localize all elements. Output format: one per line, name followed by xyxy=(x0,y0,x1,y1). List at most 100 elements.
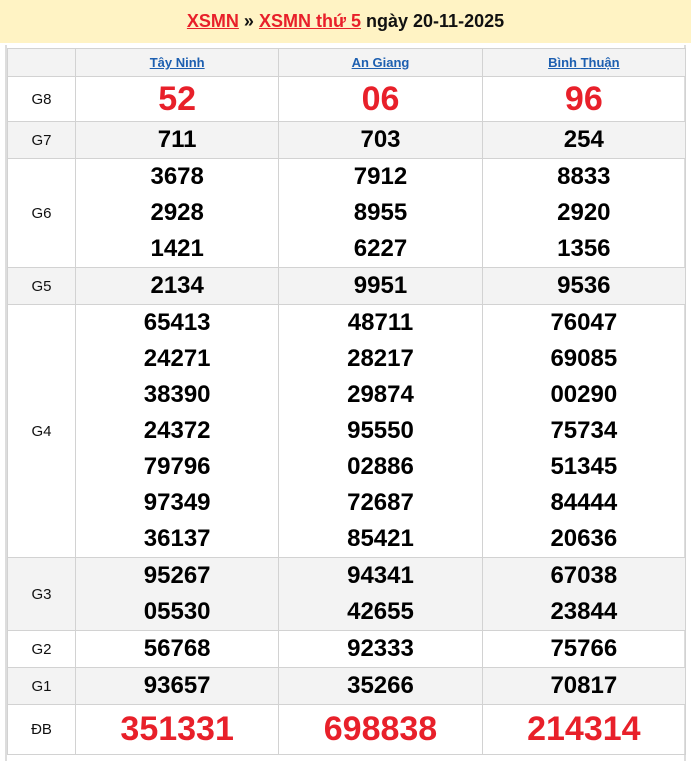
result-cell: 70817 xyxy=(481,667,687,705)
result-number: 92333 xyxy=(347,635,414,662)
result-number: 711 xyxy=(157,126,197,153)
result-number: 29874 xyxy=(347,381,414,408)
result-number: 3678 xyxy=(150,163,204,190)
result-number: 20636 xyxy=(550,525,618,552)
result-number: 351331 xyxy=(120,710,234,748)
result-number: 75766 xyxy=(550,635,618,662)
province-link-tay-ninh[interactable]: Tây Ninh xyxy=(149,55,205,70)
result-cell: 56768 xyxy=(74,630,280,668)
prize-row-g3: G3 95267 05530 94341 42655 67038 23844 xyxy=(7,557,687,631)
result-number: 35266 xyxy=(347,672,414,699)
result-number: 42655 xyxy=(347,598,414,625)
province-header: An Giang xyxy=(278,48,483,77)
result-number: 24372 xyxy=(143,417,211,444)
result-number: 38390 xyxy=(143,381,211,408)
result-number: 72687 xyxy=(347,489,414,516)
result-number: 84444 xyxy=(550,489,618,516)
result-number: 9536 xyxy=(557,272,611,299)
result-cell: 3678 2928 1421 xyxy=(74,158,280,268)
result-number: 75734 xyxy=(550,417,618,444)
result-cell: 9951 xyxy=(278,267,483,305)
xsmn-thu-5-link[interactable]: XSMN thứ 5 xyxy=(258,11,361,31)
result-number: 8833 xyxy=(557,163,611,190)
result-cell: 351331 xyxy=(74,704,280,755)
prize-row-g5: G5 2134 9951 9536 xyxy=(7,267,687,305)
xsmn-link[interactable]: XSMN xyxy=(186,11,239,31)
province-link-an-giang[interactable]: An Giang xyxy=(351,55,410,70)
result-number: 00290 xyxy=(550,381,618,408)
results-table: Tây Ninh An Giang Bình Thuận G8 52 06 96 G7 7… xyxy=(7,48,687,755)
result-cell: 52 xyxy=(74,76,280,122)
result-number: 254 xyxy=(563,126,604,153)
result-number: 1421 xyxy=(150,235,204,262)
result-number: 67038 xyxy=(550,562,618,589)
prize-label: G3 xyxy=(7,557,76,631)
result-number: 48711 xyxy=(347,309,414,336)
result-number: 2920 xyxy=(557,199,611,226)
result-cell: 06 xyxy=(278,76,483,122)
result-cell: 2134 xyxy=(74,267,280,305)
result-number: 96 xyxy=(564,79,603,118)
result-number: 05530 xyxy=(143,598,211,625)
prize-label: G7 xyxy=(7,121,76,159)
result-number: 69085 xyxy=(550,345,618,372)
result-cell: 214314 xyxy=(481,704,687,755)
prize-row-đb: ĐB 351331 698838 214314 xyxy=(7,704,687,755)
prize-label: G8 xyxy=(7,76,76,122)
result-number: 56768 xyxy=(143,635,211,662)
page-header: XSMN » XSMN thứ 5 ngày 20-11-2025 xyxy=(0,0,691,43)
result-number: 24271 xyxy=(143,345,211,372)
prize-label: G6 xyxy=(7,158,76,268)
prize-label: G1 xyxy=(7,667,76,705)
result-number: 7912 xyxy=(353,163,408,190)
result-cell: 254 xyxy=(481,121,687,159)
result-number: 51345 xyxy=(550,453,618,480)
result-cell: 75766 xyxy=(481,630,687,668)
result-number: 703 xyxy=(360,126,401,153)
result-number: 214314 xyxy=(527,710,641,748)
prize-row-g4: G4 65413 24271 38390 24372 79796 97349 36137 487… xyxy=(7,304,687,558)
prize-label: G4 xyxy=(7,304,76,558)
result-cell: 94341 42655 xyxy=(278,557,483,631)
result-cell: 95267 05530 xyxy=(74,557,280,631)
province-link-binh-thuan[interactable]: Bình Thuận xyxy=(548,55,620,70)
result-cell: 76047 69085 00290 75734 51345 84444 20636 xyxy=(481,304,687,558)
result-number: 23844 xyxy=(550,598,618,625)
result-number: 28217 xyxy=(347,345,414,372)
result-number: 70817 xyxy=(550,672,618,699)
prize-label: ĐB xyxy=(7,704,76,755)
prize-row-g7: G7 711 703 254 xyxy=(7,121,687,159)
result-number: 698838 xyxy=(323,710,438,748)
result-number: 02886 xyxy=(347,453,414,480)
result-cell: 698838 xyxy=(278,704,483,755)
result-number: 97349 xyxy=(143,489,211,516)
result-cell: 92333 xyxy=(278,630,483,668)
result-number: 94341 xyxy=(347,562,414,589)
result-cell: 9536 xyxy=(481,267,687,305)
result-cell: 67038 23844 xyxy=(481,557,687,631)
province-header: Tây Ninh xyxy=(74,48,280,77)
corner-cell xyxy=(7,48,76,77)
result-cell: 65413 24271 38390 24372 79796 97349 36137 xyxy=(74,304,280,558)
result-number: 36137 xyxy=(143,525,211,552)
result-number: 79796 xyxy=(143,453,211,480)
breadcrumb-separator: » xyxy=(243,11,254,31)
result-number: 65413 xyxy=(143,309,211,336)
result-cell: 8833 2920 1356 xyxy=(481,158,687,268)
result-number: 1356 xyxy=(557,235,611,262)
result-cell: 93657 xyxy=(74,667,280,705)
prize-label: G2 xyxy=(7,630,76,668)
result-cell: 703 xyxy=(278,121,483,159)
result-number: 2928 xyxy=(150,199,204,226)
result-number: 06 xyxy=(361,79,400,118)
prize-row-g1: G1 93657 35266 70817 xyxy=(7,667,687,705)
result-cell: 7912 8955 6227 xyxy=(278,158,483,268)
draw-date: ngày 20-11-2025 xyxy=(366,11,505,31)
prize-label: G5 xyxy=(7,267,76,305)
province-header: Bình Thuận xyxy=(481,48,687,77)
result-number: 9951 xyxy=(353,272,408,299)
result-cell: 96 xyxy=(481,76,687,122)
prize-row-g2: G2 56768 92333 75766 xyxy=(7,630,687,668)
result-number: 6227 xyxy=(353,235,408,262)
result-number: 2134 xyxy=(150,272,204,299)
